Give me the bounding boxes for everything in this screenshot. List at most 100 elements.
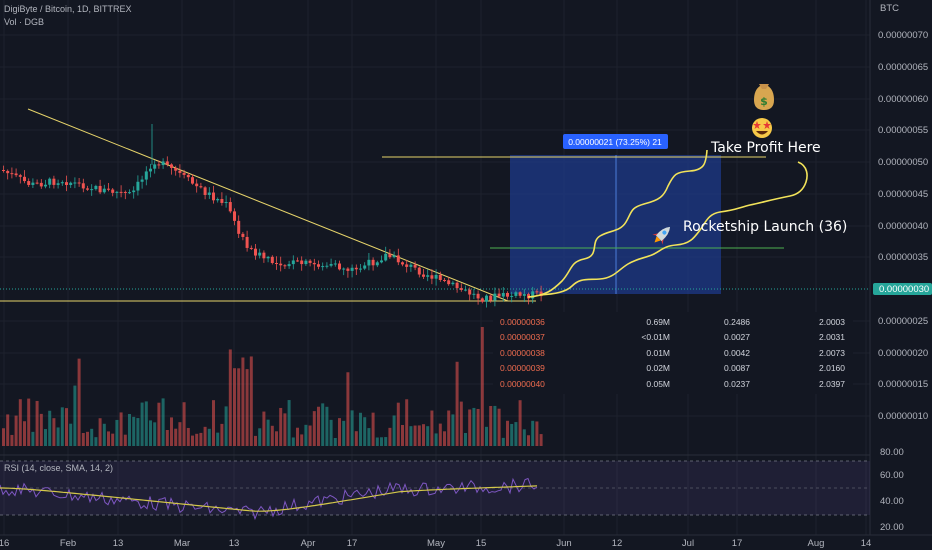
candle-body [14, 173, 18, 176]
volume-bar [359, 412, 362, 446]
candle-body [459, 288, 463, 290]
table-cell-ratio: 2.0003 [819, 317, 845, 327]
volume-bar [401, 424, 404, 446]
volume-bar [434, 433, 438, 446]
price-axis-label: 0.00000065 [878, 62, 928, 73]
candle-body [438, 274, 442, 280]
time-axis-label: 17 [732, 538, 743, 549]
candle-body [199, 186, 203, 188]
volume-bar [249, 356, 253, 446]
price-axis-label: 0.00000060 [878, 94, 928, 105]
volume-bar [527, 435, 530, 446]
table-cell-amount: 0.0237 [724, 379, 750, 389]
candle-body [119, 191, 123, 193]
volume-bar [468, 409, 472, 446]
candle-body [157, 164, 161, 166]
candle-body [149, 168, 152, 172]
upper-projection-path[interactable] [527, 149, 708, 298]
candle-body [31, 182, 35, 185]
candle-body [10, 173, 14, 175]
volume-bar [354, 431, 358, 446]
volume-bar [18, 399, 22, 446]
volume-bar [317, 406, 320, 446]
rsi-indicator-label[interactable]: RSI (14, close, SMA, 14, 2) [4, 463, 113, 473]
rocketship-annotation[interactable]: Rocketship Launch (36) [683, 219, 847, 235]
volume-bar [128, 413, 131, 446]
time-axis-label: 13 [229, 538, 240, 549]
candle-body [140, 179, 144, 182]
volume-bar [94, 437, 98, 446]
volume-bar [275, 431, 278, 446]
lower-projection-path[interactable] [539, 161, 808, 296]
volume-bar [312, 411, 316, 446]
volume-bar [123, 434, 127, 446]
table-cell-ratio: 2.0160 [819, 363, 845, 373]
volume-label[interactable]: Vol · DGB [4, 17, 44, 27]
candle-body [497, 293, 501, 297]
candle-body [430, 275, 434, 279]
volume-bar [73, 385, 77, 446]
candle-body [296, 260, 299, 262]
volume-bar [23, 421, 26, 446]
volume-bar [199, 432, 203, 446]
candle-body [254, 248, 257, 256]
volume-bar [464, 433, 467, 446]
volume-bar [489, 406, 493, 446]
candle-body [39, 182, 43, 187]
table-cell-price: 0.00000040 [500, 379, 545, 389]
time-axis-label: 16 [0, 538, 9, 549]
measure-label-box [563, 134, 668, 149]
price-axis[interactable]: 0.00000070 0.00000065 0.00000060 0.00000055… [878, 30, 928, 422]
time-axis-label: Jun [556, 538, 571, 549]
rsi-axis: 80.00 60.00 40.00 20.00 [880, 447, 904, 533]
symbol-title[interactable]: DigiByte / Bitcoin, 1D, BITTREX [4, 4, 132, 14]
candle-body [212, 192, 215, 201]
candle-body [18, 175, 22, 177]
candle-body [354, 267, 358, 270]
candle-body [44, 184, 47, 187]
time-axis[interactable]: 16 Feb 13 Mar 13 Apr 17 May 15 Jun 12 Jul 17 Aug 14 [0, 538, 871, 549]
candle-body [186, 174, 190, 178]
volume-bar [510, 423, 514, 446]
downtrend-line[interactable] [27, 108, 509, 302]
time-axis-label: Jul [682, 538, 694, 549]
volume-bar [422, 424, 425, 446]
candle-body [312, 262, 316, 265]
volume-bar [438, 423, 442, 446]
rsi-axis-label: 60.00 [880, 470, 904, 481]
volume-bar [56, 427, 60, 446]
candle-body [304, 260, 308, 265]
volume-bar [279, 407, 283, 446]
candle-body [262, 252, 266, 259]
volume-bar [178, 422, 182, 446]
volume-bar [501, 437, 505, 446]
take-profit-annotation[interactable]: Take Profit Here [710, 140, 821, 156]
volume-bar [476, 408, 480, 446]
candle-body [531, 291, 535, 299]
volume-bar [254, 435, 257, 446]
volume-bar [39, 413, 43, 446]
candle-body [279, 263, 283, 266]
candle-body [102, 188, 106, 193]
volume-bar [115, 419, 119, 446]
volume-bar [413, 425, 417, 446]
table-cell-price: 0.00000039 [500, 363, 545, 373]
volume-bar [86, 431, 89, 446]
volume-bar [107, 431, 110, 446]
candle-body [375, 262, 379, 266]
table-cell-qty: 0.05M [646, 379, 670, 389]
candle-body [283, 265, 287, 267]
volume-bar [518, 400, 522, 446]
volume-bar [455, 361, 459, 446]
candle-body [417, 267, 421, 275]
volume-bar [396, 402, 400, 446]
candle-body [27, 181, 31, 185]
candle-body [191, 177, 194, 184]
volume-bar [207, 428, 211, 446]
volume-bar [44, 429, 47, 446]
volume-bar [522, 429, 526, 446]
candle-body [161, 161, 165, 166]
volume-bar [325, 406, 329, 446]
candle-body [165, 161, 169, 165]
